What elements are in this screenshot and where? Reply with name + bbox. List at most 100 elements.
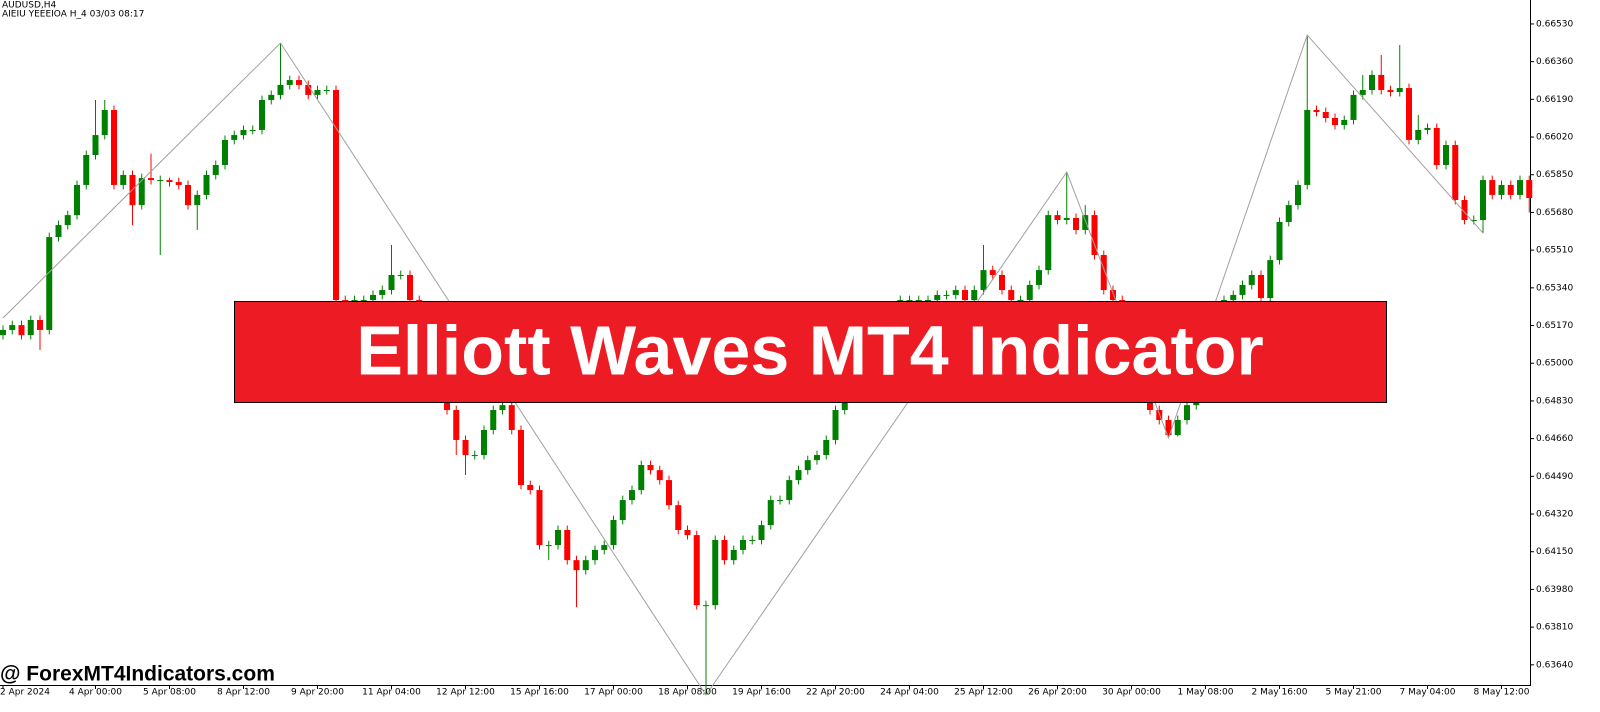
candle-body (397, 274, 404, 276)
candle-body (0, 329, 6, 336)
candle-body (1017, 300, 1024, 302)
x-tick-label: 30 Apr 00:00 (1102, 688, 1161, 698)
x-tick-label: 8 Apr 12:00 (217, 688, 270, 698)
candle-body (92, 135, 99, 156)
candle-body (1285, 205, 1292, 222)
candle-body (1480, 180, 1486, 220)
x-tick-label: 24 Apr 04:00 (880, 688, 939, 698)
candle-body (832, 410, 839, 440)
candle-body (1470, 219, 1477, 221)
candle-body (55, 225, 62, 238)
x-tick-label: 7 May 04:00 (1400, 688, 1456, 698)
x-tick-label: 5 May 21:00 (1326, 688, 1382, 698)
candle-body (1341, 119, 1348, 126)
candle-body (1424, 127, 1431, 130)
candle-body (610, 520, 617, 546)
candle-body (1304, 109, 1311, 185)
candle-body (749, 539, 756, 541)
candle-body (925, 300, 931, 302)
candle-body (296, 80, 302, 85)
candle-body (1313, 109, 1320, 112)
banner: Elliott Waves MT4 Indicator (234, 301, 1387, 403)
candle-body (666, 480, 672, 506)
candle-body (915, 300, 922, 302)
candle-body (64, 215, 71, 226)
y-tick-label: 0.66190 (1536, 95, 1573, 105)
candle-body (786, 480, 793, 501)
candle-body (120, 174, 127, 185)
candle-body (249, 129, 256, 131)
y-tick-label: 0.66360 (1536, 57, 1573, 67)
candle-body (1387, 90, 1394, 93)
watermark: @ ForexMT4Indicators.com (0, 663, 275, 686)
candle-body (814, 455, 820, 461)
candle-body (1350, 94, 1357, 120)
y-tick-label: 0.66020 (1536, 133, 1573, 143)
candle-body (407, 274, 413, 301)
candle-body (712, 539, 719, 606)
x-tick-label: 11 Apr 04:00 (362, 688, 421, 698)
candle-body (1091, 215, 1098, 256)
candle-body (1507, 184, 1514, 195)
candle-body (1526, 180, 1533, 199)
candle-body (175, 182, 182, 185)
candle-body (629, 490, 635, 501)
candle-body (592, 549, 598, 561)
x-tick-label: 4 Apr 00:00 (69, 688, 122, 698)
candle-body (536, 490, 543, 546)
candle-body (37, 319, 43, 330)
candle-body (1406, 88, 1412, 140)
candle-body (582, 560, 589, 571)
y-tick-label: 0.65850 (1536, 170, 1573, 180)
candle-body (1045, 215, 1052, 271)
candle-body (333, 90, 339, 301)
candle-body (490, 410, 497, 430)
x-tick-label: 8 May 12:00 (1474, 688, 1530, 698)
candle-body (1276, 221, 1283, 261)
y-tick-label: 0.63810 (1536, 623, 1573, 633)
candle-body (9, 325, 16, 330)
candle-body (462, 439, 469, 456)
x-tick-label: 25 Apr 12:00 (954, 688, 1013, 698)
candle-body (74, 184, 80, 216)
x-tick-label: 18 Apr 08:00 (658, 688, 717, 698)
x-tick-label: 22 Apr 20:00 (806, 688, 865, 698)
chart-subtitle: AIEIU YEEEIOA H_4 03/03 08:17 (2, 10, 144, 20)
x-tick-label: 15 Apr 16:00 (510, 688, 569, 698)
candle-body (518, 429, 524, 485)
candle-body (795, 470, 802, 481)
candle-body (18, 325, 25, 336)
candle-body (1073, 217, 1079, 230)
y-tick-label: 0.65510 (1536, 246, 1573, 256)
candle-body (601, 545, 608, 550)
candle-body (647, 465, 654, 471)
candle-body (962, 290, 968, 301)
candle-body (1063, 217, 1070, 220)
candle-body (1295, 184, 1301, 206)
candle-body (185, 184, 191, 206)
candle-body (656, 470, 663, 481)
candle-body (693, 535, 700, 606)
candle-body (286, 80, 293, 85)
candle-body (83, 155, 90, 185)
y-tick-label: 0.65000 (1536, 359, 1573, 369)
y-tick-label: 0.65340 (1536, 283, 1573, 293)
y-tick-label: 0.64320 (1536, 510, 1573, 520)
candle-body (1184, 405, 1190, 421)
candle-body (906, 300, 913, 302)
x-tick-label: 9 Apr 20:00 (291, 688, 344, 698)
candle-body (555, 529, 561, 546)
candle-body (1322, 111, 1329, 118)
candle-body (721, 539, 728, 561)
candle-body (564, 529, 571, 561)
candle-body (388, 274, 395, 291)
candle-body (1359, 90, 1366, 95)
candle-body (1332, 117, 1338, 126)
candle-body (545, 545, 552, 547)
candle-body (453, 410, 460, 440)
candle-body (268, 94, 275, 101)
candle-body (138, 178, 145, 206)
y-tick-label: 0.65170 (1536, 321, 1573, 331)
